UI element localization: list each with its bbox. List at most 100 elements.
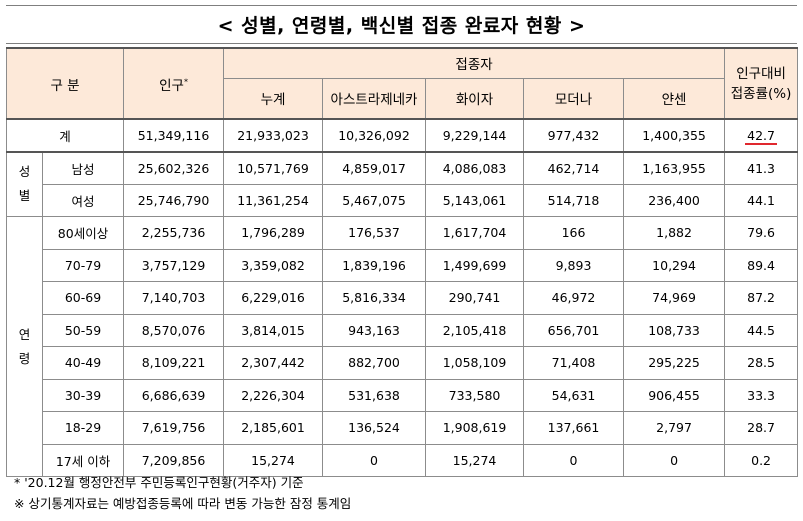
cell-janssen: 10,294 xyxy=(623,248,726,282)
cell-janssen: 1,882 xyxy=(623,216,726,250)
cell-population: 8,570,076 xyxy=(123,313,225,347)
cell-moderna: 514,718 xyxy=(523,183,625,217)
cell-population: 7,140,703 xyxy=(123,281,225,315)
cell-total: 2,226,304 xyxy=(223,378,324,412)
cell-astrazeneca: 136,524 xyxy=(322,411,427,445)
row-label: 40-49 xyxy=(41,346,125,380)
header-pfizer: 화이자 xyxy=(425,77,525,120)
cell-population: 51,349,116 xyxy=(123,118,225,153)
table-row: 60-69 7,140,703 6,229,016 5,816,334 290,… xyxy=(7,281,799,315)
row-label: 계 xyxy=(5,118,125,153)
cell-astrazeneca: 5,816,334 xyxy=(322,281,427,315)
cell-pfizer: 1,499,699 xyxy=(425,248,525,282)
group-label-gender: 성 별 xyxy=(6,151,43,217)
row-label: 여성 xyxy=(41,183,125,217)
cell-rate: 33.3 xyxy=(724,378,799,412)
cell-moderna: 137,661 xyxy=(523,411,625,445)
cell-population: 25,602,326 xyxy=(123,151,225,185)
header-total: 누계 xyxy=(223,77,324,120)
header-vaccinated: 접종자 xyxy=(223,47,726,79)
table-row-total: 계 51,349,116 21,933,023 10,326,092 9,229… xyxy=(5,118,799,153)
cell-pfizer: 290,741 xyxy=(425,281,525,315)
header-population-label: 인구 xyxy=(159,77,184,94)
header-moderna: 모더나 xyxy=(523,77,625,120)
cell-pfizer: 1,058,109 xyxy=(425,346,525,380)
row-label: 80세이상 xyxy=(41,216,125,250)
cell-moderna: 462,714 xyxy=(523,151,625,185)
table-row: 여성 25,746,790 11,361,254 5,467,075 5,143… xyxy=(7,183,799,217)
cell-population: 7,619,756 xyxy=(123,411,225,445)
cell-astrazeneca: 943,163 xyxy=(322,313,427,347)
cell-rate: 0.2 xyxy=(724,443,799,477)
cell-rate: 89.4 xyxy=(724,248,799,282)
cell-rate: 44.1 xyxy=(724,183,799,217)
cell-population: 25,746,790 xyxy=(123,183,225,217)
cell-moderna: 9,893 xyxy=(523,248,625,282)
vaccination-table: 구 분 인구* 접종자 인구대비 접종률(%) 누계 아스트라제네카 화이자 모… xyxy=(5,47,799,477)
cell-pfizer: 15,274 xyxy=(425,443,525,477)
header-rate-line2: 접종률(%) xyxy=(730,85,792,102)
cell-janssen: 2,797 xyxy=(623,411,726,445)
cell-janssen: 295,225 xyxy=(623,346,726,380)
cell-population: 3,757,129 xyxy=(123,248,225,282)
cell-pfizer: 5,143,061 xyxy=(425,183,525,217)
row-label: 60-69 xyxy=(41,281,125,315)
footnotes: * '20.12월 행정안전부 주민등록인구현황(거주자) 기준 ※ 상기통계자… xyxy=(14,472,351,514)
cell-astrazeneca: 0 xyxy=(322,443,427,477)
row-label: 18-29 xyxy=(41,411,125,445)
header-astrazeneca: 아스트라제네카 xyxy=(322,77,427,120)
group-label-char: 별 xyxy=(18,188,31,204)
cell-rate: 28.7 xyxy=(724,411,799,445)
cell-population: 8,109,221 xyxy=(123,346,225,380)
cell-moderna: 46,972 xyxy=(523,281,625,315)
cell-astrazeneca: 176,537 xyxy=(322,216,427,250)
row-label: 30-39 xyxy=(41,378,125,412)
cell-rate: 44.5 xyxy=(724,313,799,347)
cell-moderna: 71,408 xyxy=(523,346,625,380)
cell-total: 2,307,442 xyxy=(223,346,324,380)
header-population-mark: * xyxy=(183,77,188,86)
cell-pfizer: 1,617,704 xyxy=(425,216,525,250)
cell-rate: 79.6 xyxy=(724,216,799,250)
cell-janssen: 74,969 xyxy=(623,281,726,315)
header-rate-line1: 인구대비 xyxy=(736,65,786,82)
table-row: 성 별 남성 25,602,326 10,571,769 4,859,017 4… xyxy=(6,151,799,217)
cell-total: 11,361,254 xyxy=(223,183,324,217)
group-label-char: 령 xyxy=(18,350,31,366)
cell-moderna: 166 xyxy=(523,216,625,250)
row-label: 70-79 xyxy=(41,248,125,282)
footnote-population-source: * '20.12월 행정안전부 주민등록인구현황(거주자) 기준 xyxy=(14,475,304,490)
cell-pfizer: 9,229,144 xyxy=(425,118,525,153)
cell-janssen: 906,455 xyxy=(623,378,726,412)
cell-total: 21,933,023 xyxy=(223,118,324,153)
cell-astrazeneca: 5,467,075 xyxy=(322,183,427,217)
cell-janssen: 1,163,955 xyxy=(623,151,726,185)
cell-rate: 87.2 xyxy=(724,281,799,315)
cell-astrazeneca: 882,700 xyxy=(322,346,427,380)
cell-janssen: 0 xyxy=(623,443,726,477)
header-rate: 인구대비 접종률(%) xyxy=(724,47,799,120)
group-label-char: 연 xyxy=(18,326,31,342)
table-row: 17세 이하 7,209,856 15,274 0 15,274 0 0 0.2 xyxy=(7,443,799,477)
row-label: 50-59 xyxy=(41,313,125,347)
table-row: 40-49 8,109,221 2,307,442 882,700 1,058,… xyxy=(7,346,799,380)
cell-astrazeneca: 4,859,017 xyxy=(322,151,427,185)
row-label: 남성 xyxy=(41,151,125,185)
cell-total: 2,185,601 xyxy=(223,411,324,445)
table-row: 50-59 8,570,076 3,814,015 943,163 2,105,… xyxy=(7,313,799,347)
cell-moderna: 54,631 xyxy=(523,378,625,412)
cell-total: 1,796,289 xyxy=(223,216,324,250)
row-label: 17세 이하 xyxy=(41,443,125,477)
cell-moderna: 656,701 xyxy=(523,313,625,347)
cell-astrazeneca: 1,839,196 xyxy=(322,248,427,282)
cell-astrazeneca: 531,638 xyxy=(322,378,427,412)
cell-population: 2,255,736 xyxy=(123,216,225,250)
rate-highlight: 42.7 xyxy=(745,127,777,145)
cell-population: 7,209,856 xyxy=(123,443,225,477)
group-label-char: 성 xyxy=(18,164,31,180)
header-category: 구 분 xyxy=(5,47,125,120)
cell-janssen: 108,733 xyxy=(623,313,726,347)
table-row: 70-79 3,757,129 3,359,082 1,839,196 1,49… xyxy=(7,248,799,282)
cell-population: 6,686,639 xyxy=(123,378,225,412)
cell-moderna: 977,432 xyxy=(523,118,625,153)
